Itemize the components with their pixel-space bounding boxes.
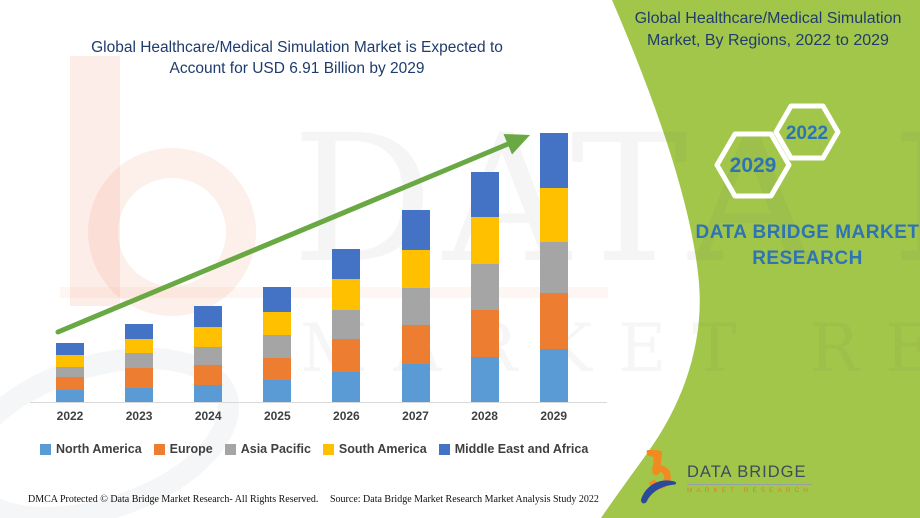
segment-north-america-2028 bbox=[470, 357, 499, 402]
x-axis-label-2023: 2023 bbox=[125, 409, 153, 423]
segment-europe-2029 bbox=[539, 293, 568, 349]
bar-2024 bbox=[194, 306, 223, 402]
legend-swatch-south-america bbox=[322, 443, 334, 455]
x-axis-label-2025: 2025 bbox=[263, 409, 291, 423]
legend-item-asia-pacific: Asia Pacific bbox=[224, 442, 311, 456]
segment-europe-2024 bbox=[194, 365, 223, 385]
legend-item-middle-east-and-africa: Middle East and Africa bbox=[438, 442, 589, 456]
segment-asia-pacific-2023 bbox=[125, 353, 154, 368]
segment-europe-2025 bbox=[263, 358, 292, 380]
chart-title-line1: Global Healthcare/Medical Simulation Mar… bbox=[91, 39, 503, 56]
segment-middle-east-and-africa-2022 bbox=[56, 343, 84, 355]
segment-south-america-2023 bbox=[125, 339, 154, 353]
segment-europe-2026 bbox=[332, 339, 361, 372]
brand-name: DATA BRIDGE MARKET RESEARCH bbox=[655, 220, 920, 272]
bar-2029 bbox=[539, 133, 568, 402]
legend-swatch-middle-east-and-africa bbox=[438, 443, 450, 455]
dbmr-logo-icon bbox=[640, 450, 677, 504]
hexagons-graphic: 2029 2022 bbox=[714, 103, 841, 199]
panel-title: Global Healthcare/Medical Simulation Mar… bbox=[618, 8, 918, 52]
legend-swatch-asia-pacific bbox=[224, 443, 236, 455]
hexagon-2022-label: 2022 bbox=[786, 123, 828, 144]
logo-swoosh bbox=[640, 480, 677, 504]
x-axis-label-2028: 2028 bbox=[471, 409, 498, 423]
x-axis-line bbox=[30, 402, 607, 403]
legend-item-north-america: North America bbox=[40, 442, 142, 456]
segment-asia-pacific-2022 bbox=[56, 367, 84, 377]
segment-north-america-2025 bbox=[263, 380, 292, 402]
segment-south-america-2029 bbox=[539, 188, 568, 242]
source-notice: Source: Data Bridge Market Research Mark… bbox=[330, 494, 599, 505]
segment-europe-2023 bbox=[125, 368, 154, 388]
logo-subtitle: MARKET RESEARCH bbox=[687, 486, 812, 494]
segment-asia-pacific-2029 bbox=[539, 242, 568, 293]
segment-middle-east-and-africa-2029 bbox=[539, 133, 568, 188]
legend-swatch-north-america bbox=[40, 443, 51, 455]
segment-asia-pacific-2025 bbox=[263, 335, 292, 358]
legend-label-north-america: North America bbox=[56, 442, 142, 456]
x-axis-label-2029: 2029 bbox=[540, 409, 568, 423]
segment-north-america-2027 bbox=[401, 364, 430, 402]
green-panel-shape bbox=[601, 0, 920, 518]
legend-item-south-america: South America bbox=[322, 442, 427, 456]
x-axis-label-2026: 2026 bbox=[333, 409, 360, 423]
segment-north-america-2029 bbox=[539, 349, 568, 402]
panel-title-line2: Market, By Regions, 2022 to 2029 bbox=[647, 32, 889, 49]
legend-label-europe: Europe bbox=[169, 442, 213, 456]
segment-north-america-2024 bbox=[194, 385, 223, 402]
segment-asia-pacific-2024 bbox=[194, 347, 223, 365]
segment-north-america-2022 bbox=[56, 390, 84, 402]
x-axis-label-2027: 2027 bbox=[402, 409, 429, 423]
dmca-notice: DMCA Protected © Data Bridge Market Rese… bbox=[28, 494, 319, 505]
legend-label-south-america: South America bbox=[338, 442, 427, 456]
brand-name-line1: DATA BRIDGE MARKET bbox=[695, 222, 920, 243]
legend-item-europe: Europe bbox=[153, 442, 213, 456]
segment-south-america-2022 bbox=[56, 355, 84, 367]
legend-label-middle-east-and-africa: Middle East and Africa bbox=[454, 442, 589, 456]
legend-swatch-europe bbox=[153, 443, 165, 455]
hexagon-2022 bbox=[773, 103, 841, 161]
panel-title-line1: Global Healthcare/Medical Simulation bbox=[634, 10, 902, 27]
segment-north-america-2026 bbox=[332, 372, 361, 402]
logo-title: DATA BRIDGE bbox=[687, 463, 812, 485]
bar-2022 bbox=[56, 343, 84, 402]
chart-legend: North America Europe Asia Pacific South Ame… bbox=[40, 442, 588, 456]
segment-north-america-2023 bbox=[125, 388, 154, 402]
dbmr-logo: DATA BRIDGE MARKET RESEARCH bbox=[640, 450, 812, 506]
chart-title-line2: Account for USD 6.91 Billion by 2029 bbox=[169, 60, 425, 77]
hexagon-2029 bbox=[714, 131, 792, 199]
dbmr-logo-text: DATA BRIDGE MARKET RESEARCH bbox=[687, 463, 812, 494]
chart-title: Global Healthcare/Medical Simulation Mar… bbox=[58, 37, 536, 79]
hexagon-2029-label: 2029 bbox=[730, 154, 777, 177]
segment-europe-2022 bbox=[56, 377, 84, 390]
brand-name-line2: RESEARCH bbox=[752, 248, 863, 269]
x-axis-label-2024: 2024 bbox=[194, 409, 222, 423]
x-axis-label-2022: 2022 bbox=[56, 409, 84, 423]
legend-label-asia-pacific: Asia Pacific bbox=[240, 442, 311, 456]
